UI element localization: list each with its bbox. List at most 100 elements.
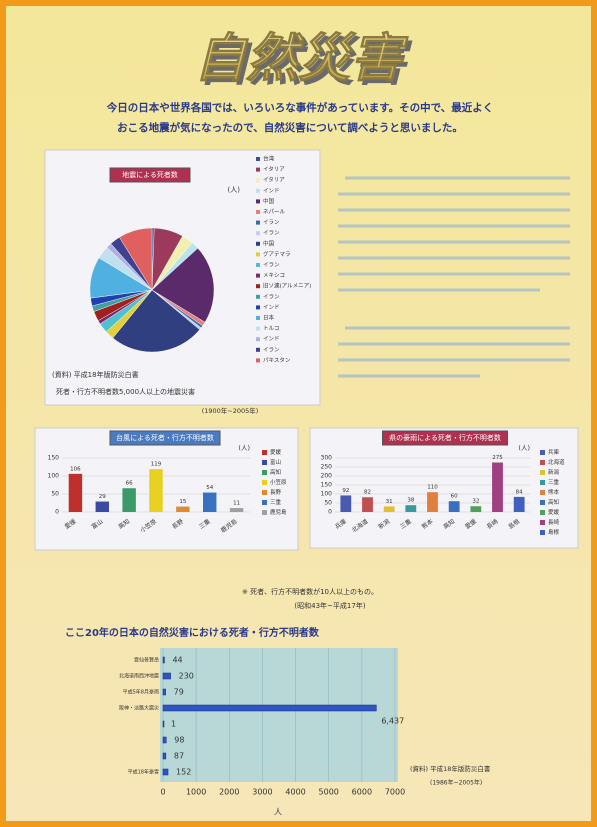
legend-swatch xyxy=(256,221,260,225)
legend-swatch xyxy=(256,358,260,362)
legend-swatch xyxy=(540,490,545,495)
legend-swatch xyxy=(256,305,260,309)
legend-swatch xyxy=(256,178,260,182)
legend-swatch xyxy=(262,470,267,475)
bar xyxy=(163,769,168,775)
legend-label: 三重 xyxy=(548,478,560,486)
legend-swatch xyxy=(262,510,267,515)
legend-label: 日本 xyxy=(263,314,275,322)
legend-label: パキスタン xyxy=(263,356,291,364)
bar xyxy=(449,501,460,512)
value-label: 6,437 xyxy=(381,717,404,726)
intro-line: 今日の日本や世界各国では、いろいろな事件があっています。その中で、最近よく xyxy=(106,101,494,114)
legend-swatch xyxy=(540,450,545,455)
legend-swatch xyxy=(540,510,545,515)
bar xyxy=(163,705,376,711)
legend-label: イタリア xyxy=(263,176,285,184)
x-tick-label: 1000 xyxy=(186,788,206,797)
value-label: 230 xyxy=(179,672,194,681)
y-tick-label: 150 xyxy=(321,482,333,489)
legend-label: 三重 xyxy=(270,498,282,506)
x-tick-label: 4000 xyxy=(285,788,305,797)
legend-label: イタリア xyxy=(263,165,285,173)
y-tick-label: 150 xyxy=(48,455,60,462)
legend-label: インド xyxy=(263,188,280,194)
poster: 自然災害 自然災害 今日の日本や世界各国では、いろいろな事件があっています。その… xyxy=(0,0,597,827)
x-tick-label: 6000 xyxy=(352,788,372,797)
legend-label: イラン xyxy=(263,293,280,300)
legend-label: グアテマラ xyxy=(263,250,291,258)
value-label: 31 xyxy=(386,499,393,505)
bar xyxy=(492,463,503,513)
y-tick-label: 平成18年豪雪 xyxy=(128,769,159,776)
bar xyxy=(384,506,395,512)
legend-swatch xyxy=(256,252,260,256)
pie-note: 死者・行方不明者数5,000人以上の地震災害 xyxy=(56,387,195,396)
value-label: 275 xyxy=(492,455,503,461)
period-note: (1986年~2005年) xyxy=(430,779,482,787)
bar xyxy=(203,493,216,512)
legend-swatch xyxy=(256,231,260,235)
x-tick-label: 2000 xyxy=(219,788,239,797)
y-tick-label: 200 xyxy=(321,473,333,480)
legend-swatch xyxy=(262,480,267,485)
legend-swatch xyxy=(262,490,267,495)
legend-label: 熊本 xyxy=(548,488,560,496)
bar xyxy=(149,469,162,512)
value-label: 38 xyxy=(407,498,414,504)
legend-swatch xyxy=(540,530,545,535)
legend-label: イラン xyxy=(263,346,280,353)
legend-swatch xyxy=(256,199,260,203)
bar xyxy=(163,721,164,727)
y-tick-label: 50 xyxy=(51,491,59,498)
value-label: 54 xyxy=(206,485,213,491)
x-tick-label: 5000 xyxy=(319,788,339,797)
x-axis-label: 人 xyxy=(274,808,282,817)
bar xyxy=(340,495,351,512)
legend-swatch xyxy=(256,210,260,214)
value-label: 1 xyxy=(171,720,176,729)
unit-label: (人) xyxy=(238,444,250,452)
bar-right-panel xyxy=(310,428,578,548)
chart-title: 地震による死者数 xyxy=(122,170,178,179)
bar xyxy=(163,657,164,663)
legend-label: 旧ソ連(アルメニア) xyxy=(263,282,311,290)
bar xyxy=(122,488,135,512)
legend-swatch xyxy=(540,480,545,485)
intro-line: おこる地震が気になったので、自然災害について調べようと思いました。 xyxy=(117,121,463,134)
bar xyxy=(176,507,189,512)
value-label: 92 xyxy=(342,488,349,494)
y-tick-label: 平成5年8月豪雨 xyxy=(123,689,159,696)
y-tick-label: 300 xyxy=(321,455,333,462)
legend-label: 小笠原 xyxy=(270,478,287,486)
value-label: 32 xyxy=(472,499,479,505)
unit-label: (人) xyxy=(518,444,530,452)
legend-swatch xyxy=(256,274,260,278)
bar xyxy=(362,497,373,512)
value-label: 106 xyxy=(70,466,81,472)
y-tick-label: 0 xyxy=(328,509,332,516)
legend-label: 長野 xyxy=(270,488,282,496)
value-label: 60 xyxy=(451,494,458,500)
bar xyxy=(427,492,438,512)
legend-swatch xyxy=(540,470,545,475)
footnote: (昭和43年~平成17年) xyxy=(294,601,365,610)
bar xyxy=(230,508,243,512)
source-note: (資料) 平成18年版防災白書 xyxy=(410,764,491,773)
value-label: 66 xyxy=(126,481,133,487)
y-tick-label: 100 xyxy=(321,491,333,498)
legend-label: 高知 xyxy=(270,468,281,476)
hbar-plot-area xyxy=(160,648,398,782)
value-label: 87 xyxy=(174,752,184,761)
value-label: 110 xyxy=(427,485,438,491)
y-tick-label: 北海道南西沖地震 xyxy=(119,673,159,680)
legend-label: イラン xyxy=(263,262,280,269)
legend-swatch xyxy=(262,460,267,465)
legend-label: 北海道 xyxy=(548,458,565,466)
bar xyxy=(163,737,166,743)
legend-label: 新潟 xyxy=(548,468,560,476)
legend-label: 台湾 xyxy=(263,155,275,163)
legend-label: 富山 xyxy=(270,458,281,466)
legend-swatch xyxy=(262,450,267,455)
y-tick-label: 250 xyxy=(321,464,333,471)
